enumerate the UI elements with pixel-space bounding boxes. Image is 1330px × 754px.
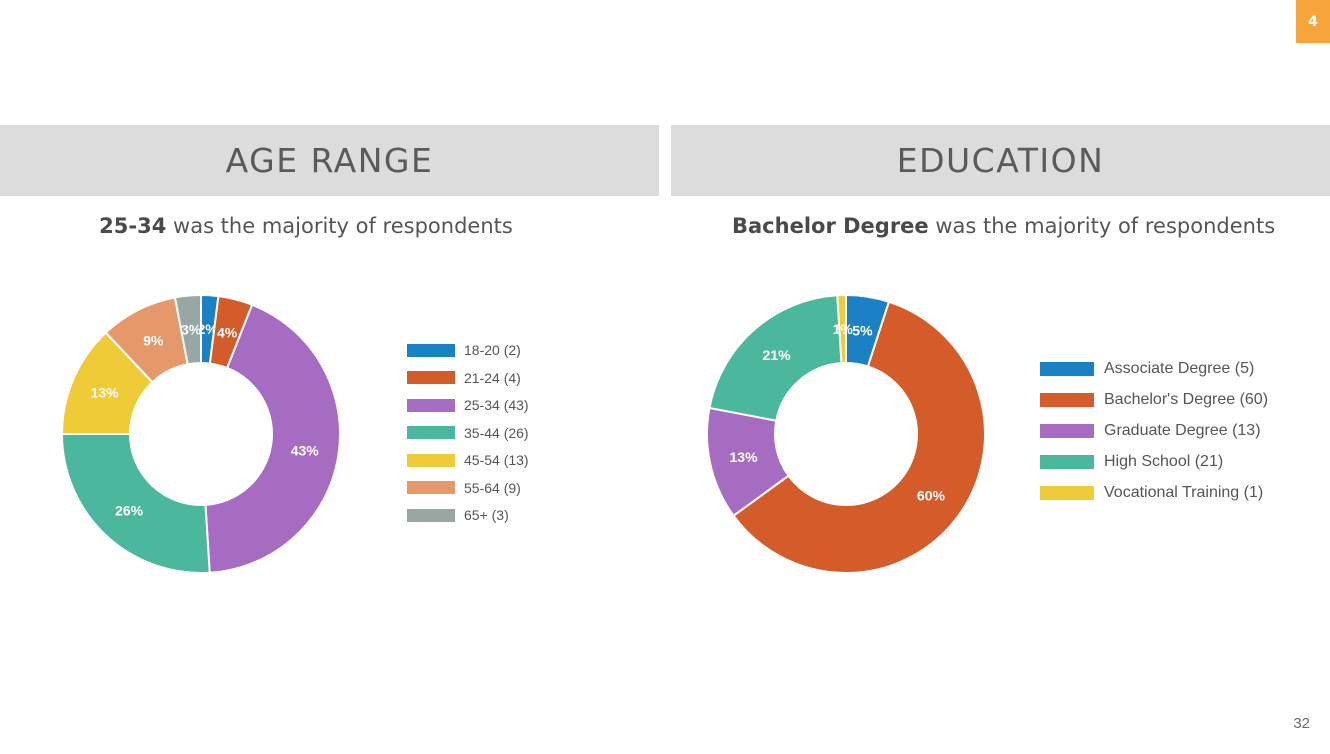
slice-percent-label: 13% <box>91 384 120 400</box>
legend-item: Associate Degree (5) <box>1040 360 1254 378</box>
legend-item: Bachelor's Degree (60) <box>1040 391 1268 409</box>
age-range-subtitle: 25-34 was the majority of respondents <box>0 211 612 241</box>
legend-item: Vocational Training (1) <box>1040 484 1263 502</box>
legend-swatch <box>407 426 455 439</box>
legend-item: Graduate Degree (13) <box>1040 422 1261 440</box>
legend-item: 35-44 (26) <box>407 425 529 441</box>
legend-label: Graduate Degree (13) <box>1104 422 1261 439</box>
legend-swatch <box>407 508 455 522</box>
legend-swatch <box>1040 424 1094 438</box>
legend-label: High School (21) <box>1104 453 1224 470</box>
age-range-legend: 18-20 (2) 21-24 (4) 25-34 (43) 35-44 (26) 45… <box>407 342 577 532</box>
age-range-subtitle-highlight: 25-34 <box>99 214 167 238</box>
legend-label: 25-34 (43) <box>464 397 529 413</box>
legend-swatch <box>1040 486 1094 500</box>
legend-item: 55-64 (9) <box>407 480 521 496</box>
donut-slice-25-34-43 <box>204 303 341 574</box>
legend-swatch <box>1040 393 1094 407</box>
legend-label: 65+ (3) <box>464 507 509 523</box>
legend-swatch <box>1040 455 1094 469</box>
education-legend: Associate Degree (5) Bachelor's Degree (6… <box>1040 360 1300 510</box>
slice-percent-label: 43% <box>291 442 320 458</box>
legend-swatch <box>407 481 455 494</box>
slice-percent-label: 5% <box>852 322 873 338</box>
slice-percent-label: 60% <box>917 488 946 504</box>
slice-percent-label: 4% <box>217 324 238 340</box>
legend-swatch <box>407 398 455 412</box>
education-subtitle: Bachelor Degree was the majority of resp… <box>671 211 1330 241</box>
donut-slice-bachelor-s-degree-60 <box>732 300 986 574</box>
legend-label: Associate Degree (5) <box>1104 360 1255 377</box>
age-range-donut-chart: 2% 4%43%26%13%9%3% <box>60 293 341 574</box>
legend-item: 45-54 (13) <box>407 452 529 468</box>
legend-item: 65+ (3) <box>407 507 509 523</box>
legend-swatch <box>407 343 455 357</box>
education-subtitle-text: was the majority of respondents <box>928 214 1276 238</box>
age-range-heading: AGE RANGE <box>0 125 659 196</box>
legend-item: 25-34 (43) <box>407 397 529 413</box>
legend-item: High School (21) <box>1040 453 1223 471</box>
page-badge: 4 <box>1296 0 1330 43</box>
legend-label: Vocational Training (1) <box>1104 484 1264 501</box>
legend-item: 18-20 (2) <box>407 342 521 358</box>
education-heading: EDUCATION <box>671 125 1330 196</box>
slice-percent-label: 21% <box>763 347 792 363</box>
donut-slice-high-school-21 <box>708 294 843 422</box>
education-donut-chart: 5% 60% 13% 21% 1% <box>706 293 986 574</box>
education-subtitle-highlight: Bachelor Degree <box>732 214 929 238</box>
legend-label: Bachelor's Degree (60) <box>1104 391 1269 408</box>
legend-label: 35-44 (26) <box>464 424 529 441</box>
slice-percent-label: 26% <box>115 503 144 519</box>
legend-label: 18-20 (2) <box>464 342 521 358</box>
slice-percent-label: 1% <box>833 321 854 337</box>
legend-swatch <box>1040 362 1094 376</box>
legend-swatch <box>407 371 455 384</box>
slice-percent-label: 13% <box>730 449 759 465</box>
age-range-subtitle-text: was the majority of respondents <box>166 214 513 238</box>
legend-label: 21-24 (4) <box>464 369 521 386</box>
slice-percent-label: 9% <box>143 332 164 348</box>
page-number: 32 <box>1293 715 1310 732</box>
donut-slice-vocational-training-1 <box>836 293 847 365</box>
legend-item: 21-24 (4) <box>407 370 521 386</box>
donut-slice-35-44-26 <box>60 433 211 574</box>
legend-label: 45-54 (13) <box>464 452 529 468</box>
legend-label: 55-64 (9) <box>464 479 521 496</box>
legend-swatch <box>407 453 455 467</box>
slice-percent-label: 3% <box>181 321 202 337</box>
donut-slice-65-3 <box>173 293 202 366</box>
